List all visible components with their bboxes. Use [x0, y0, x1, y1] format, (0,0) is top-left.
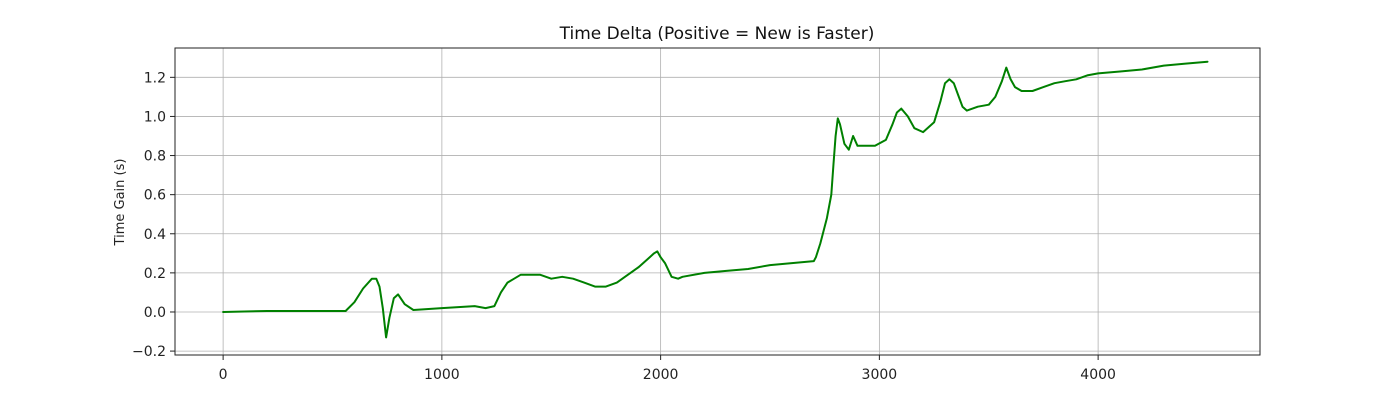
x-tick-label: 0: [219, 367, 228, 383]
chart-title: Time Delta (Positive = New is Faster): [559, 24, 875, 44]
y-axis: −0.2 0.0 0.2 0.4 0.6 0.8 1.0 1.2: [132, 70, 175, 360]
x-tick-label: 2000: [643, 367, 679, 383]
y-axis-label: Time Gain (s): [113, 159, 128, 247]
series-group: [222, 60, 1209, 339]
plot-frame: [174, 47, 1261, 356]
y-tick-label: 1.2: [144, 70, 166, 86]
x-tick-label: 3000: [862, 367, 898, 383]
x-axis: 0 1000 2000 3000 4000: [219, 355, 1116, 383]
y-tick-label: 0.2: [144, 266, 166, 282]
series-line-0: [222, 60, 1209, 339]
y-tick-label: 0.8: [144, 149, 166, 165]
y-tick-label: 0.0: [144, 305, 166, 321]
y-tick-label: 0.4: [144, 227, 166, 243]
y-tick-label: 1.0: [144, 109, 166, 125]
y-tick-label: −0.2: [132, 344, 166, 360]
x-tick-label: 4000: [1080, 367, 1116, 383]
y-tick-label: 0.6: [144, 188, 166, 204]
x-tick-label: 1000: [424, 367, 460, 383]
